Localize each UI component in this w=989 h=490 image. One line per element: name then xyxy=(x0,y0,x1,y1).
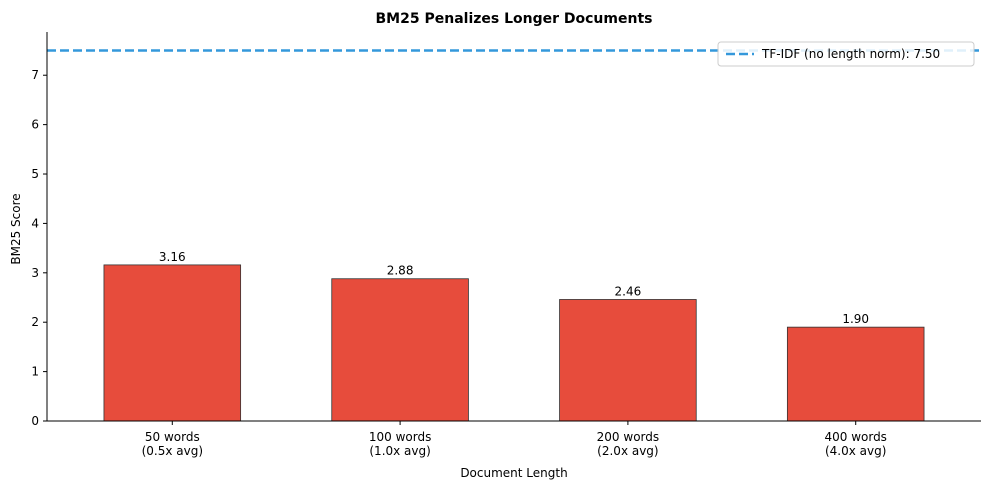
legend-box xyxy=(717,41,975,67)
x-tick-label: (2.0x avg) xyxy=(597,444,658,458)
x-tick-label: (4.0x avg) xyxy=(825,444,886,458)
y-tick-label: 3 xyxy=(31,266,39,280)
x-tick-label: (0.5x avg) xyxy=(142,444,203,458)
x-tick-label: 100 words xyxy=(369,430,431,444)
bars-group xyxy=(103,264,925,422)
y-tick-label: 7 xyxy=(31,68,39,82)
y-tick-label: 1 xyxy=(31,365,39,379)
chart-title: BM25 Penalizes Longer Documents xyxy=(376,11,653,27)
bar xyxy=(786,326,925,422)
bar xyxy=(559,299,697,422)
legend-label: TF-IDF (no length norm): 7.50 xyxy=(761,47,940,61)
y-tick-label: 6 xyxy=(31,118,39,132)
bar-value-label: 3.16 xyxy=(159,250,186,264)
bar-value-label: 2.46 xyxy=(615,284,642,298)
x-tick-label: 50 words xyxy=(145,430,200,444)
bar xyxy=(103,264,242,422)
bar-value-label: 2.88 xyxy=(387,264,414,278)
y-tick-label: 4 xyxy=(31,216,39,230)
legend: TF-IDF (no length norm): 7.50 xyxy=(717,41,975,67)
x-axis-label: Document Length xyxy=(460,466,567,480)
bar-value-label: 1.90 xyxy=(842,312,869,326)
x-tick-label: (1.0x avg) xyxy=(369,444,430,458)
bar xyxy=(331,278,469,422)
x-tick-label: 400 words xyxy=(824,430,886,444)
y-tick-label: 5 xyxy=(31,167,39,181)
y-axis-label: BM25 Score xyxy=(9,193,23,264)
bar-value-labels: 3.16 2.88 2.46 1.90 xyxy=(159,250,869,326)
x-tick-label: 200 words xyxy=(597,430,659,444)
x-axis-ticks: 50 words(0.5x avg) 100 words(1.0x avg) 200… xyxy=(142,421,887,458)
y-tick-label: 2 xyxy=(31,315,39,329)
y-tick-label: 0 xyxy=(31,414,39,428)
y-axis-ticks: 0 1 2 3 4 5 6 7 xyxy=(31,68,47,428)
